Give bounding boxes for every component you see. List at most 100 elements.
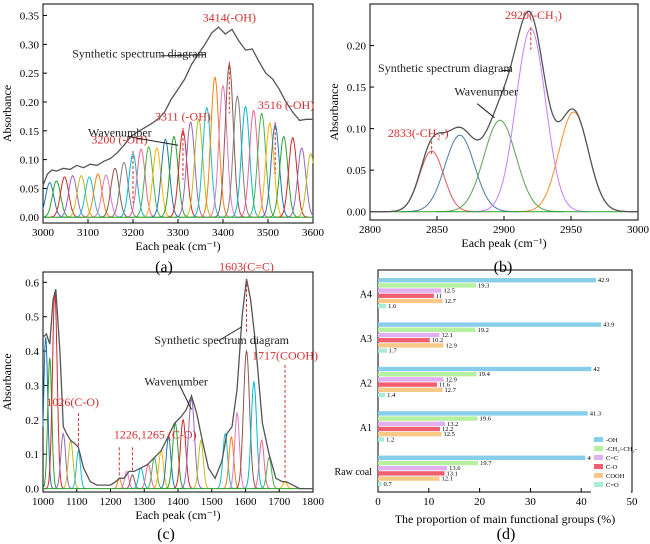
- annotation-label: 1226,1265 (C-O): [114, 428, 197, 442]
- y-axis-title: Absorbance: [0, 353, 14, 410]
- component-peak-line: [42, 357, 58, 489]
- bar: [378, 382, 437, 387]
- component-peak-line: [89, 174, 123, 218]
- x-tick-label: 50: [627, 496, 639, 508]
- x-tick-label: 3000: [627, 224, 650, 236]
- panel-c-label: (c): [157, 526, 175, 543]
- component-peak-line: [132, 146, 165, 218]
- bar: [378, 392, 386, 398]
- x-tick-label: 40: [576, 496, 588, 508]
- category-label: Raw coal: [335, 467, 373, 478]
- bar: [378, 421, 446, 426]
- bar-value-label: 19.4: [479, 371, 491, 378]
- annotation-label: 2833(-CH₂-): [388, 126, 449, 140]
- bar-value-label: 11.6: [439, 382, 451, 389]
- y-tick-label: 0.00: [20, 212, 40, 224]
- legend-swatch: [594, 473, 603, 478]
- x-tick-label: 0: [375, 496, 381, 508]
- bar-value-label: 1.2: [386, 436, 394, 443]
- y-tick-label: 0.2: [25, 415, 39, 427]
- x-tick-label: 3400: [212, 227, 235, 239]
- component-peak-line: [157, 135, 191, 218]
- y-tick-label: 0.00: [347, 207, 367, 219]
- bar-value-label: 12.7: [445, 298, 457, 305]
- panel-d-chart: 0 10 20 30 40 50 The proportion of main functi…: [335, 269, 639, 526]
- bar-value-label: 12.5: [444, 288, 455, 295]
- annotation-label: 3414(-OH): [203, 10, 256, 24]
- wavenumber-pointer: [476, 103, 495, 119]
- bar: [378, 366, 592, 372]
- bar-value-label: 1.4: [387, 392, 396, 399]
- y-tick-label: 0.15: [347, 82, 367, 94]
- bar: [378, 466, 448, 471]
- annotation-label: 2920(-CH₃): [505, 8, 562, 22]
- bar-value-label: 12.7: [445, 387, 457, 394]
- bar-value-label: 1.7: [389, 348, 398, 355]
- bar-value-label: 12.5: [444, 431, 455, 438]
- x-axis-title: The proportion of main functional groups…: [395, 512, 616, 526]
- component-peak-line: [267, 135, 300, 218]
- bar: [378, 460, 479, 466]
- component-peak-line: [53, 432, 73, 489]
- component-peak-line: [61, 439, 81, 489]
- x-tick-label: 1200: [100, 496, 123, 508]
- x-tick-label: 1800: [302, 496, 325, 508]
- bar-value-label: 12.1: [441, 476, 452, 483]
- x-tick-label: 3300: [167, 227, 190, 239]
- bar-value-label: 13.1: [447, 470, 458, 477]
- synthetic-spectrum-line: [42, 278, 313, 490]
- bar: [378, 343, 444, 348]
- wavenumber-label: Wavenumber: [88, 126, 152, 140]
- component-peak-line: [229, 105, 262, 218]
- bar-value-label: 42.9: [598, 277, 609, 284]
- bar: [378, 372, 477, 377]
- wavenumber-pointer: [127, 136, 179, 146]
- bar: [378, 416, 478, 421]
- x-tick-label: 10: [423, 496, 435, 508]
- annotation-label: 3200 (-OH): [91, 132, 147, 146]
- y-tick-label: 0.20: [20, 97, 40, 109]
- bar-value-label: 0.7: [384, 481, 393, 488]
- bar-value-label: 12.2: [442, 426, 453, 433]
- panel-b-label: (b): [494, 259, 513, 276]
- component-peak-line: [172, 418, 194, 489]
- component-peak-line: [191, 439, 211, 489]
- x-tick-label: 1300: [133, 496, 156, 508]
- x-axis-title: Each peak (cm⁻¹): [135, 508, 220, 522]
- bar-value-label: 41.3: [590, 410, 601, 417]
- component-peak-line: [243, 380, 265, 489]
- annotation-label: 1603(C=C): [219, 259, 274, 273]
- component-peak-line: [179, 397, 204, 489]
- annotation-label: 1717(COOH): [252, 349, 318, 363]
- y-axis-title: Absorbance: [327, 83, 341, 140]
- plot-frame: [369, 3, 639, 221]
- synthetic-spectrum-pointer: [160, 54, 206, 57]
- x-tick-label: 1500: [201, 496, 224, 508]
- bar: [378, 432, 442, 437]
- x-tick-label: 1000: [32, 496, 55, 508]
- bar-value-label: 12.9: [446, 376, 457, 383]
- bar: [378, 471, 445, 476]
- component-peak-line: [276, 136, 309, 218]
- component-peak-line: [65, 175, 98, 218]
- bar-value-label: 19.3: [478, 282, 489, 289]
- legend-label: C=C: [606, 455, 618, 462]
- legend-swatch: [594, 455, 603, 460]
- category-label: A3: [360, 334, 372, 345]
- bar: [378, 322, 602, 327]
- component-peak-line: [42, 180, 73, 218]
- x-tick-label: 30: [525, 496, 537, 508]
- legend-label: COOH: [606, 473, 625, 480]
- component-peak-line: [276, 481, 294, 490]
- bar: [378, 278, 596, 283]
- bar: [378, 377, 444, 382]
- x-tick-label: 1600: [235, 496, 258, 508]
- x-tick-label: 2800: [359, 224, 382, 236]
- bar-value-label: 10.2: [432, 337, 443, 344]
- x-tick-label: 3600: [302, 227, 325, 239]
- component-peak-line: [227, 411, 247, 489]
- bar: [378, 476, 440, 481]
- bar-value-label: 13.2: [447, 421, 458, 428]
- bar: [378, 426, 440, 432]
